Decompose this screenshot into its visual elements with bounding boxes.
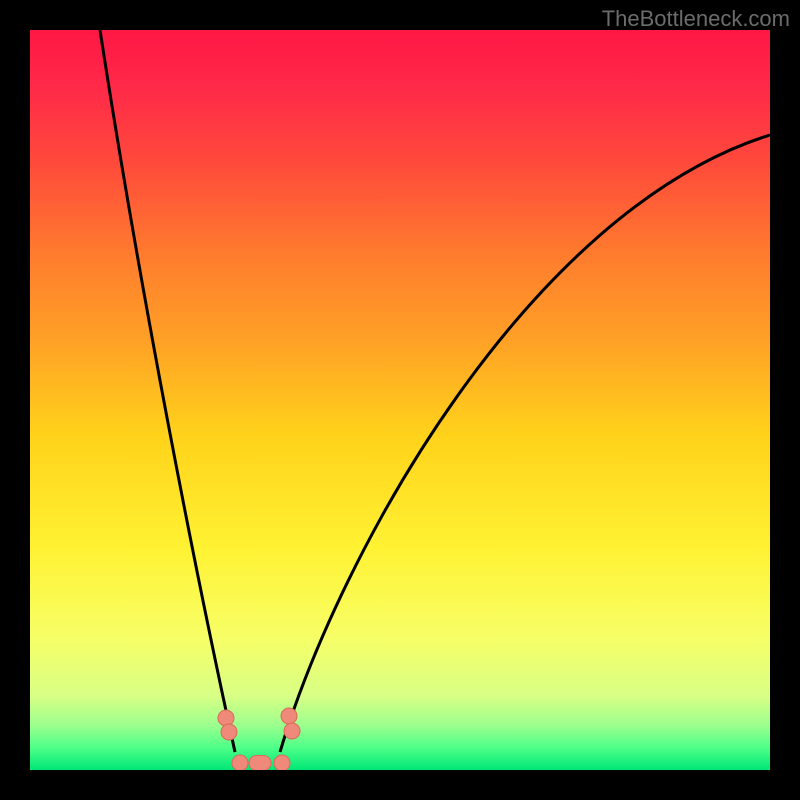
data-marker [281, 708, 297, 724]
watermark-text: TheBottleneck.com [602, 6, 790, 32]
curves-layer [30, 30, 770, 770]
left-curve [100, 30, 235, 752]
data-marker [218, 710, 234, 726]
marker-group [218, 708, 300, 770]
plot-area [30, 30, 770, 770]
right-curve [280, 135, 770, 752]
data-marker [274, 755, 290, 770]
data-marker [221, 724, 237, 740]
chart-container: TheBottleneck.com [0, 0, 800, 800]
data-marker [284, 723, 300, 739]
data-marker [232, 755, 248, 770]
data-marker [249, 756, 271, 771]
